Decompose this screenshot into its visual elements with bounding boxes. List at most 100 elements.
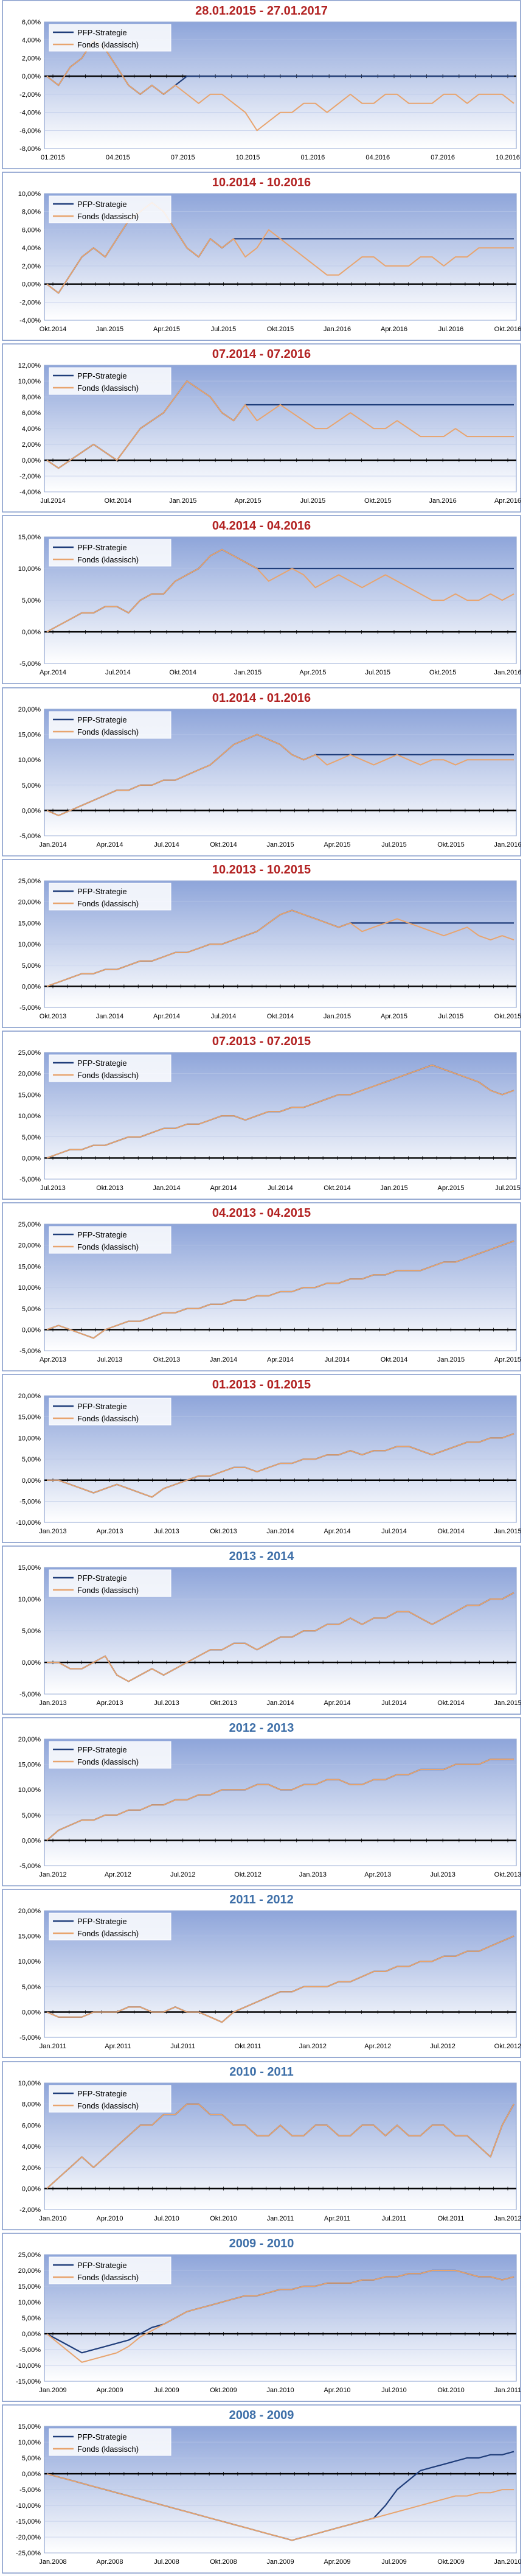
y-tick-label: 10,00% bbox=[18, 1284, 41, 1292]
legend-box bbox=[49, 1226, 171, 1254]
y-tick-label: 15,00% bbox=[18, 1762, 41, 1769]
x-tick-label: Jul.2012 bbox=[430, 2043, 455, 2051]
x-tick-label: Apr.2015 bbox=[381, 1013, 407, 1020]
line-chart: 2010 - 2011 10,00% 8,00% 6,00% 4,00% 2,00% 0,0… bbox=[2, 2060, 521, 2230]
chart-title: 2012 - 2013 bbox=[229, 1721, 294, 1735]
x-tick-label: Okt.2015 bbox=[429, 670, 457, 677]
line-chart: 10.2013 - 10.2015 25,00% 20,00% 15,00% 10,00… bbox=[2, 858, 521, 1028]
x-tick-label: Jul.2014 bbox=[105, 670, 131, 677]
chart-panel: 10.2014 - 10.2016 10,00% 8,00% 6,00% 4,00% 2,… bbox=[2, 172, 521, 341]
x-tick-label: Okt.2011 bbox=[438, 2215, 465, 2222]
legend-box bbox=[49, 1398, 171, 1426]
x-tick-label: Jan.2012 bbox=[299, 2043, 327, 2051]
y-tick-label: 20,00% bbox=[18, 898, 41, 906]
chart-panel: 04.2014 - 04.2016 15,00% 10,00% 5,00% 0,00% -… bbox=[2, 515, 521, 685]
legend-label-strategy: PFP-Strategie bbox=[77, 1745, 127, 1754]
x-tick-label: Okt.2013 bbox=[494, 1871, 521, 1878]
x-tick-label: Jan.2010 bbox=[39, 2215, 66, 2222]
y-tick-label: -5,00% bbox=[19, 833, 41, 840]
y-tick-label: -5,00% bbox=[19, 2035, 41, 2042]
x-tick-label: Jul.2015 bbox=[365, 670, 391, 677]
x-tick-label: Jan.2015 bbox=[380, 1185, 407, 1192]
y-tick-label: 15,00% bbox=[18, 920, 41, 927]
series-line-fund bbox=[46, 39, 514, 131]
chart-title: 04.2013 - 04.2015 bbox=[212, 1206, 311, 1220]
x-tick-label: Jan.2015 bbox=[169, 497, 196, 505]
y-tick-label: 25,00% bbox=[18, 1221, 41, 1228]
x-tick-label: Apr.2014 bbox=[97, 841, 123, 849]
y-tick-label: 15,00% bbox=[18, 534, 41, 541]
x-tick-label: Okt.2015 bbox=[267, 326, 294, 333]
x-tick-label: Jan.2009 bbox=[39, 2387, 66, 2394]
line-chart: 01.2013 - 01.2015 20,00% 15,00% 10,00% 5,00%… bbox=[2, 1374, 521, 1543]
line-chart: 2009 - 2010 25,00% 20,00% 15,00% 10,00% 5,00%… bbox=[2, 2232, 521, 2402]
chart-panel: 2009 - 2010 25,00% 20,00% 15,00% 10,00% 5,00%… bbox=[2, 2232, 521, 2402]
x-tick-label: Jan.2016 bbox=[494, 841, 521, 849]
y-tick-label: 10,00% bbox=[18, 1787, 41, 1794]
legend-label-strategy: PFP-Strategie bbox=[77, 1917, 127, 1926]
chart-title: 2009 - 2010 bbox=[229, 2237, 294, 2250]
legend-label-strategy: PFP-Strategie bbox=[77, 715, 127, 724]
x-tick-label: Jan.2013 bbox=[39, 1528, 66, 1535]
series-line-fund bbox=[46, 202, 514, 294]
legend-label-strategy: PFP-Strategie bbox=[77, 200, 127, 209]
x-tick-label: Jul.2009 bbox=[381, 2558, 407, 2566]
chart-panel: 2008 - 2009 15,00% 10,00% 5,00% 0,00% -5,00% -… bbox=[2, 2404, 521, 2574]
x-tick-label: Apr.2009 bbox=[97, 2387, 123, 2394]
x-tick-label: Apr.2015 bbox=[437, 1185, 464, 1192]
y-tick-label: 20,00% bbox=[18, 2267, 41, 2275]
y-tick-label: -25,00% bbox=[16, 2550, 41, 2557]
x-tick-label: Apr.2012 bbox=[364, 2043, 391, 2051]
x-tick-label: Apr.2015 bbox=[153, 326, 180, 333]
x-tick-label: Jul.2010 bbox=[381, 2387, 407, 2394]
chart-panel: 2011 - 2012 20,00% 15,00% 10,00% 5,00% 0,00% -… bbox=[2, 1889, 521, 2059]
x-tick-label: Jul.2015 bbox=[495, 1185, 521, 1192]
chart-title: 01.2014 - 01.2016 bbox=[212, 691, 311, 705]
y-tick-label: 15,00% bbox=[18, 1564, 41, 1572]
y-tick-label: -6,00% bbox=[19, 127, 41, 135]
y-tick-label: 10,00% bbox=[18, 2299, 41, 2306]
y-tick-label: -10,00% bbox=[16, 2362, 41, 2370]
series-line-fund bbox=[47, 1592, 514, 1682]
y-tick-label: 2,00% bbox=[22, 263, 41, 270]
series-line-fund bbox=[46, 380, 514, 469]
y-tick-label: 10,00% bbox=[18, 2080, 41, 2087]
legend-label-fund: Fonds (klassisch) bbox=[77, 1414, 139, 1423]
legend-label-strategy: PFP-Strategie bbox=[77, 1402, 127, 1411]
chart-panel: 07.2013 - 07.2015 25,00% 20,00% 15,00% 10,00… bbox=[2, 1031, 521, 1200]
x-tick-label: Jul.2012 bbox=[170, 1871, 196, 1878]
y-tick-label: 10,00% bbox=[18, 378, 41, 385]
x-tick-label: Jul.2014 bbox=[325, 1356, 350, 1363]
legend-label-fund: Fonds (klassisch) bbox=[77, 1929, 139, 1938]
x-tick-label: Okt.2013 bbox=[96, 1185, 123, 1192]
x-tick-label: 01.2016 bbox=[301, 154, 325, 161]
y-tick-label: 0,00% bbox=[22, 281, 41, 289]
x-tick-label: Jul.2015 bbox=[438, 1013, 464, 1020]
x-tick-label: Jul.2015 bbox=[381, 841, 407, 849]
x-tick-label: Okt.2015 bbox=[364, 497, 392, 505]
legend-label-fund: Fonds (klassisch) bbox=[77, 40, 139, 49]
y-tick-label: 6,00% bbox=[22, 19, 41, 26]
y-tick-label: 15,00% bbox=[18, 2423, 41, 2431]
legend-label-fund: Fonds (klassisch) bbox=[77, 1071, 139, 1080]
x-tick-label: Okt.2010 bbox=[437, 2387, 465, 2394]
x-tick-label: Okt.2013 bbox=[210, 1528, 237, 1535]
y-tick-label: 20,00% bbox=[18, 1736, 41, 1743]
y-tick-label: 5,00% bbox=[22, 1306, 41, 1313]
y-tick-label: -5,00% bbox=[19, 2487, 41, 2494]
y-tick-label: 5,00% bbox=[22, 1628, 41, 1635]
y-tick-label: -5,00% bbox=[19, 1004, 41, 1012]
y-tick-label: 6,00% bbox=[22, 2122, 41, 2129]
y-tick-label: 15,00% bbox=[18, 731, 41, 738]
x-tick-label: Apr.2015 bbox=[235, 497, 262, 505]
legend-label-strategy: PFP-Strategie bbox=[77, 887, 127, 896]
y-tick-label: -2,00% bbox=[19, 91, 41, 99]
y-tick-label: 10,00% bbox=[18, 941, 41, 948]
x-tick-label: Apr.2012 bbox=[105, 1871, 131, 1878]
chart-panel: 04.2013 - 04.2015 25,00% 20,00% 15,00% 10,00… bbox=[2, 1202, 521, 1371]
x-tick-label: Jan.2012 bbox=[39, 1871, 66, 1878]
y-tick-label: -4,00% bbox=[19, 110, 41, 117]
y-tick-label: 0,00% bbox=[22, 1659, 41, 1667]
x-tick-label: Apr.2014 bbox=[40, 670, 66, 677]
y-tick-label: 10,00% bbox=[18, 191, 41, 198]
